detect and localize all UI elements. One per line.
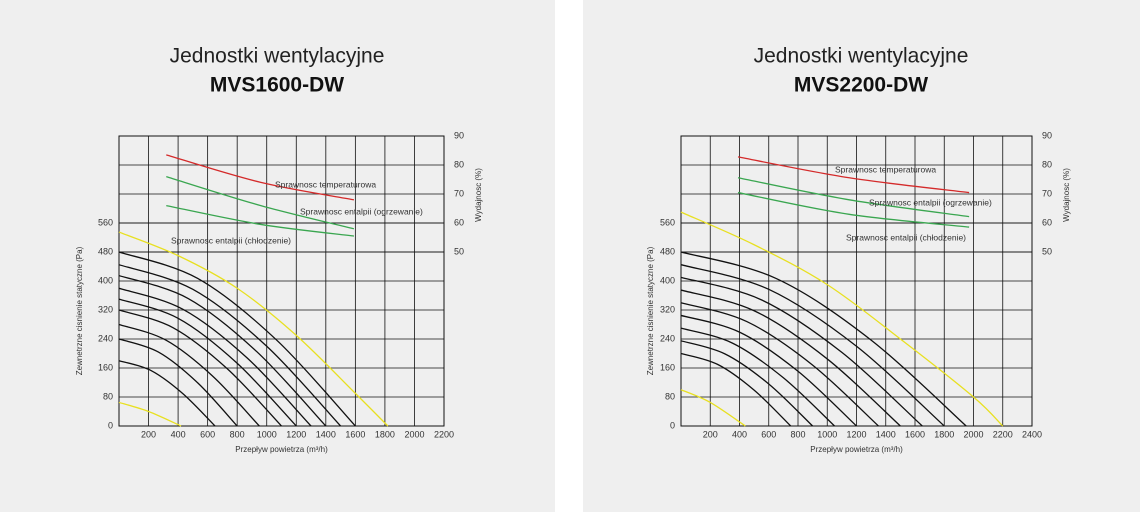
y-axis-label: Zewnetrzne cisnienie statyczne (Pa) bbox=[75, 246, 84, 375]
y-tick-label: 320 bbox=[660, 304, 675, 314]
y-tick-label: 400 bbox=[98, 275, 113, 285]
y2-tick-label: 60 bbox=[1042, 217, 1052, 227]
series-line bbox=[118, 401, 182, 427]
x-tick-label: 1800 bbox=[375, 429, 395, 439]
y2-tick-label: 70 bbox=[1042, 188, 1052, 198]
series-line bbox=[680, 289, 901, 427]
y-tick-label: 160 bbox=[98, 362, 113, 372]
y2-tick-label: 60 bbox=[454, 217, 464, 227]
series-line bbox=[166, 154, 355, 201]
y-tick-label: 480 bbox=[660, 246, 675, 256]
chart-subtitle: MVS2200-DW bbox=[794, 74, 928, 97]
y2-tick-label: 50 bbox=[454, 246, 464, 256]
y-tick-label: 0 bbox=[670, 420, 675, 430]
y2-axis-label: Wydajnosc (%) bbox=[474, 168, 483, 222]
series-label: Sprawnosc entalpii (ogrzewanie) bbox=[869, 197, 992, 207]
y-tick-label: 560 bbox=[98, 217, 113, 227]
y-axis-label: Zewnetrzne cisnienie statyczne (Pa) bbox=[646, 246, 655, 375]
y-tick-label: 480 bbox=[98, 246, 113, 256]
series-line bbox=[680, 389, 746, 427]
x-tick-label: 800 bbox=[230, 429, 245, 439]
series-line bbox=[118, 274, 327, 427]
x-tick-label: 600 bbox=[200, 429, 215, 439]
x-tick-label: 600 bbox=[761, 429, 776, 439]
series-line bbox=[118, 264, 342, 427]
x-tick-label: 800 bbox=[790, 429, 805, 439]
y2-axis-label: Wydajnosc (%) bbox=[1062, 168, 1071, 222]
series-label: Sprawnosc temperaturowa bbox=[835, 164, 936, 174]
y-tick-label: 0 bbox=[108, 420, 113, 430]
series-line bbox=[118, 287, 312, 427]
x-tick-label: 1800 bbox=[934, 429, 954, 439]
series-line bbox=[680, 276, 923, 427]
series-line bbox=[166, 204, 354, 237]
series-line bbox=[118, 251, 356, 427]
series-line bbox=[118, 231, 389, 427]
series-line bbox=[166, 175, 355, 230]
series-line bbox=[680, 211, 1004, 427]
x-tick-label: 400 bbox=[171, 429, 186, 439]
x-tick-label: 1600 bbox=[345, 429, 365, 439]
series-line bbox=[737, 191, 970, 228]
series-line bbox=[680, 352, 792, 427]
y2-tick-label: 90 bbox=[1042, 130, 1052, 140]
y-tick-label: 400 bbox=[660, 275, 675, 285]
x-tick-label: 1400 bbox=[316, 429, 336, 439]
y-tick-label: 320 bbox=[98, 304, 113, 314]
x-tick-label: 2000 bbox=[404, 429, 424, 439]
x-tick-label: 1400 bbox=[876, 429, 896, 439]
y2-tick-label: 50 bbox=[1042, 246, 1052, 256]
series-line bbox=[118, 360, 216, 427]
x-tick-label: 200 bbox=[703, 429, 718, 439]
chart-title: Jednostki wentylacyjne bbox=[170, 45, 385, 68]
x-tick-label: 1200 bbox=[286, 429, 306, 439]
x-tick-label: 2200 bbox=[993, 429, 1013, 439]
series-line bbox=[680, 340, 814, 427]
y2-tick-label: 90 bbox=[454, 130, 464, 140]
y2-tick-label: 70 bbox=[454, 188, 464, 198]
series-line bbox=[118, 323, 260, 427]
series-line bbox=[118, 298, 297, 427]
series-label: Sprawnosc temperaturowa bbox=[275, 179, 376, 189]
series-line bbox=[680, 314, 857, 427]
panel bbox=[0, 0, 555, 512]
series-line bbox=[118, 309, 282, 427]
series-label: Sprawnosc entalpii (chłodzenie) bbox=[846, 232, 966, 242]
chart-title: Jednostki wentylacyjne bbox=[754, 45, 969, 68]
series-line bbox=[680, 251, 967, 427]
x-axis-label: Przepływ powietrza (m³/h) bbox=[235, 445, 328, 454]
series-line bbox=[680, 264, 945, 427]
x-tick-label: 1000 bbox=[817, 429, 837, 439]
x-tick-label: 2000 bbox=[963, 429, 983, 439]
y2-tick-label: 80 bbox=[454, 159, 464, 169]
y-tick-label: 240 bbox=[660, 333, 675, 343]
x-tick-label: 2200 bbox=[434, 429, 454, 439]
x-tick-label: 1000 bbox=[257, 429, 277, 439]
x-axis-label: Przepływ powietrza (m³/h) bbox=[810, 445, 903, 454]
series-label: Sprawnosc entalpii (ogrzewanie) bbox=[300, 206, 423, 216]
series-line bbox=[118, 338, 238, 427]
x-tick-label: 400 bbox=[732, 429, 747, 439]
series-label: Sprawnosc entalpii (chłodzenie) bbox=[171, 235, 291, 245]
x-tick-label: 1200 bbox=[846, 429, 866, 439]
x-tick-label: 200 bbox=[141, 429, 156, 439]
x-tick-label: 1600 bbox=[905, 429, 925, 439]
y-tick-label: 80 bbox=[665, 391, 675, 401]
y2-tick-label: 80 bbox=[1042, 159, 1052, 169]
y-tick-label: 240 bbox=[98, 333, 113, 343]
x-tick-label: 2400 bbox=[1022, 429, 1042, 439]
series-line bbox=[737, 156, 970, 194]
series-line bbox=[680, 327, 836, 427]
chart-subtitle: MVS1600-DW bbox=[210, 74, 344, 97]
y-tick-label: 80 bbox=[103, 391, 113, 401]
series-line bbox=[737, 177, 970, 218]
y-tick-label: 160 bbox=[660, 362, 675, 372]
panel bbox=[583, 0, 1140, 512]
series-line bbox=[680, 302, 879, 427]
y-tick-label: 560 bbox=[660, 217, 675, 227]
